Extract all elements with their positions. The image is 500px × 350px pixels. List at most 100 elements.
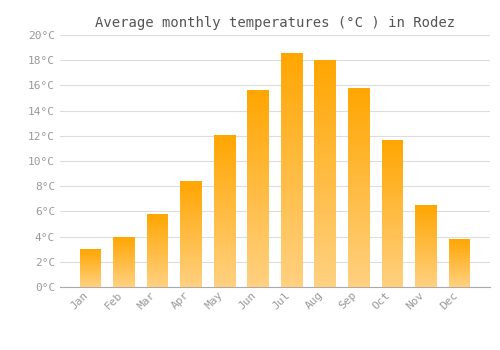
Bar [214,168,236,171]
Bar [348,104,370,108]
Bar [80,252,102,253]
Bar [382,252,404,254]
Bar [180,234,202,236]
Bar [348,215,370,219]
Bar [248,94,269,98]
Bar [180,253,202,255]
Bar [113,243,135,244]
Bar [382,216,404,219]
Bar [348,160,370,163]
Bar [80,257,102,258]
Bar [146,272,169,274]
Bar [382,146,404,148]
Bar [382,187,404,190]
Bar [382,157,404,160]
Bar [281,198,302,203]
Bar [348,231,370,235]
Bar [113,240,135,241]
Bar [314,101,336,106]
Bar [415,267,437,269]
Bar [348,227,370,231]
Bar [382,258,404,260]
Bar [248,114,269,118]
Bar [382,266,404,269]
Bar [113,247,135,248]
Bar [248,165,269,169]
Bar [80,281,102,282]
Bar [448,284,470,285]
Bar [180,249,202,251]
Bar [248,149,269,153]
Bar [113,268,135,269]
Bar [180,285,202,287]
Bar [248,130,269,134]
Bar [382,281,404,284]
Bar [314,282,336,287]
Bar [146,277,169,278]
Bar [415,244,437,246]
Bar [281,189,302,193]
Bar [80,286,102,287]
Bar [415,213,437,215]
Bar [382,160,404,163]
Bar [448,256,470,257]
Bar [448,283,470,284]
Bar [248,248,269,252]
Bar [248,197,269,201]
Bar [214,235,236,238]
Bar [214,193,236,196]
Bar [281,128,302,132]
Bar [448,246,470,247]
Bar [146,229,169,230]
Bar [180,266,202,268]
Bar [180,202,202,204]
Bar [348,116,370,120]
Bar [314,151,336,155]
Bar [80,265,102,266]
Bar [113,241,135,243]
Bar [180,230,202,232]
Bar [448,260,470,261]
Bar [113,281,135,282]
Bar [80,258,102,259]
Bar [214,177,236,180]
Bar [248,157,269,161]
Bar [80,250,102,251]
Bar [382,172,404,175]
Bar [448,282,470,283]
Bar [80,262,102,263]
Bar [248,90,269,287]
Bar [248,122,269,126]
Bar [80,284,102,285]
Bar [80,249,102,287]
Bar [80,270,102,271]
Bar [415,236,437,238]
Bar [448,264,470,265]
Bar [448,257,470,258]
Bar [348,168,370,172]
Bar [80,268,102,269]
Bar [113,273,135,274]
Bar [281,254,302,259]
Bar [248,208,269,212]
Bar [415,249,437,251]
Bar [80,263,102,264]
Bar [415,239,437,241]
Bar [382,198,404,202]
Bar [180,281,202,283]
Bar [281,81,302,85]
Bar [214,262,236,266]
Bar [214,183,236,187]
Bar [80,249,102,250]
Bar [80,266,102,267]
Bar [146,230,169,231]
Bar [146,265,169,267]
Bar [214,202,236,205]
Bar [80,259,102,260]
Bar [314,237,336,241]
Bar [314,115,336,119]
Bar [113,265,135,266]
Bar [348,219,370,223]
Bar [146,217,169,218]
Bar [113,286,135,287]
